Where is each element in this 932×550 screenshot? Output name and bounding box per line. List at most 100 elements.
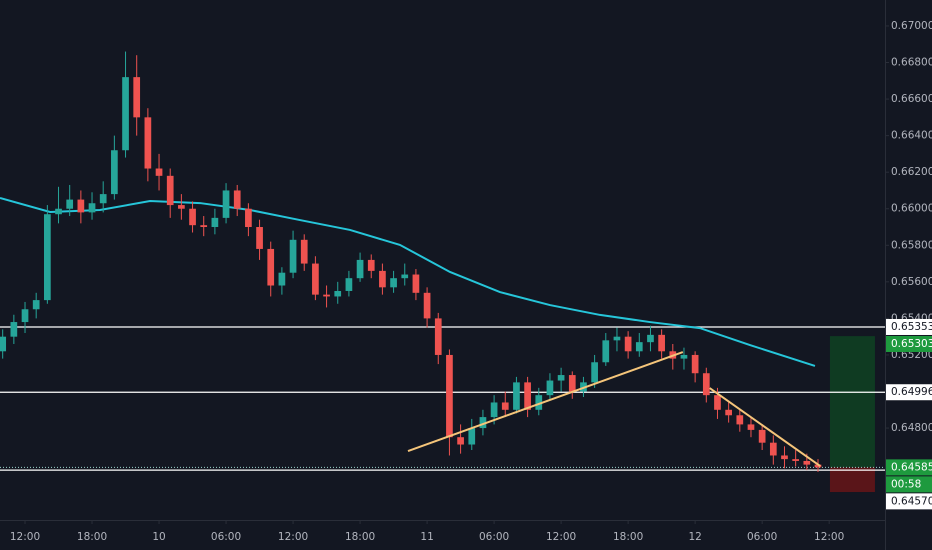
candle-body [99,194,107,204]
candle-body [457,437,464,445]
position-profit [829,336,875,468]
candle-body [513,382,520,410]
candle-body [222,190,230,218]
trendline [407,351,684,453]
candle-body [334,290,342,297]
candle-body [133,77,141,118]
candle-body [490,402,498,418]
axis-price-box [886,335,932,352]
candle-body [501,402,509,410]
y-tick-label: 0.66600 [891,93,932,105]
candle-body [736,415,744,425]
candle-body [423,292,431,319]
candle-body [300,239,308,264]
candle-body [323,294,330,297]
candle-body [658,334,665,352]
candle-body [434,318,442,355]
x-tick-label: 06:00 [747,531,777,543]
candle-body [10,322,18,337]
x-tick-label: 12:00 [278,531,308,543]
trendline [709,387,821,467]
candle-body [401,274,409,279]
candle-body [267,248,275,286]
y-tick-label: 0.66200 [891,166,932,178]
moving-average [0,196,816,367]
candle-body [624,336,632,352]
axis-price-label: 0.64996 [891,386,932,398]
candle-body [446,354,453,438]
x-tick-label: 18:00 [613,531,643,543]
candle-body [602,340,610,363]
axis-price-box [886,476,932,493]
candle-body [702,373,710,396]
candle-body [312,263,319,295]
candle-body [591,362,598,383]
axis-price-label: 0.64570 [891,495,932,507]
candle-body [122,77,129,151]
candle-body [345,278,353,291]
candle-body [680,354,688,359]
candle-body [535,395,543,410]
candle-body [66,199,74,209]
candle-body [21,309,29,323]
candle-body [289,239,297,273]
candle-body [781,455,788,460]
axis-price-label: 00:58 [891,478,921,490]
candle-body [55,208,62,215]
candle-body [647,334,654,343]
y-tick-label: 0.67000 [891,20,932,32]
candle-body [568,375,576,392]
candle-body [356,259,364,279]
axis-price-box [886,459,932,476]
candle-body [278,272,286,286]
candle-body [725,409,732,416]
y-tick-label: 0.66000 [891,203,932,215]
candle-body [111,150,118,195]
axis-price-box [886,384,932,401]
candle-body [233,190,241,209]
x-tick-label: 12:00 [546,531,576,543]
candle-body [77,199,85,213]
axis-price-box [886,318,932,335]
candle-body [747,424,755,430]
candle-body [379,270,386,288]
candle-body [546,380,554,396]
candle-body [769,442,777,456]
candle-body [557,375,565,381]
candle-body [814,464,822,468]
axis-price-label: 0.65303 [891,338,932,350]
axis-price-label: 0.64585 [891,461,932,473]
y-tick-label: 0.66800 [891,57,932,69]
candle-body [524,382,531,410]
candle-body [468,428,476,445]
candle-body [367,259,375,271]
x-tick-label: 12:00 [814,531,844,543]
candle-body [0,336,7,352]
candle-body [178,205,185,209]
candle-body [155,168,163,176]
candle-body [714,395,721,410]
candle-body [691,354,699,374]
x-tick-label: 06:00 [211,531,241,543]
x-tick-label: 18:00 [77,531,107,543]
candle-body [245,208,252,228]
candle-body [390,278,397,288]
candle-body [44,214,51,301]
x-tick-label: 11 [420,531,433,543]
x-tick-label: 18:00 [345,531,375,543]
candle-body [412,274,420,293]
candle-body [200,225,208,228]
candle-body [32,300,40,310]
candle-body [479,417,487,429]
y-tick-label: 0.65600 [891,276,932,288]
position-loss [829,467,875,493]
candle-body [613,336,621,341]
candle-body [166,175,174,206]
y-tick-label: 0.64800 [891,422,932,434]
x-tick-label: 12:00 [10,531,40,543]
candle-body [88,203,96,213]
y-tick-label: 0.66400 [891,130,932,142]
candle-body [189,208,196,226]
